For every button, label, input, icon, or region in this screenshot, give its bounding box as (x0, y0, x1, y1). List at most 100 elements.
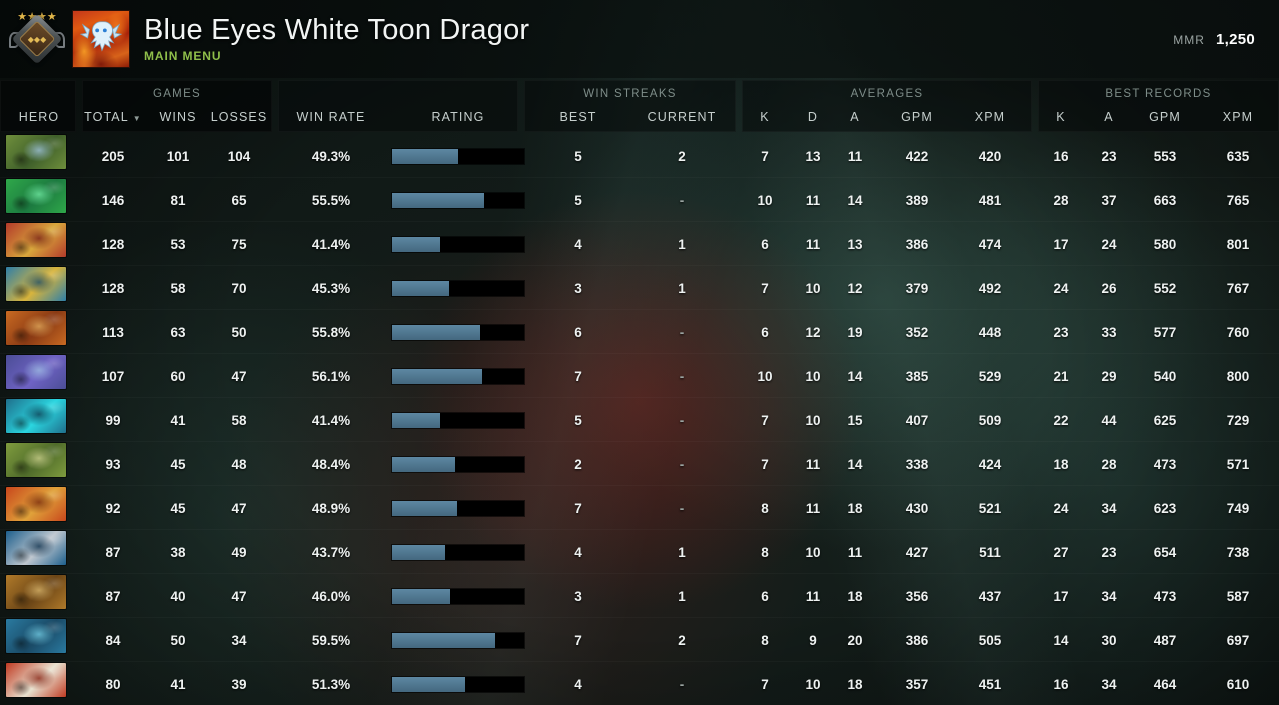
cell-losses: 50 (231, 324, 247, 340)
hero-portrait-bristleback[interactable] (6, 487, 66, 521)
cell-total: 92 (105, 500, 121, 516)
cell-avg_d: 11 (805, 192, 821, 208)
column-header-avg_d[interactable]: D (791, 106, 835, 128)
cell-streak_best: 5 (574, 192, 582, 208)
table-row[interactable]: 128 58 70 45.3% 3 1 7 10 12 379 492 24 26 552 767 (0, 266, 1279, 310)
column-header-best_gpm[interactable]: GPM (1133, 106, 1197, 128)
table-row[interactable]: 93 45 48 48.4% 2 - 7 11 14 338 424 18 28 473 571 (0, 442, 1279, 486)
hero-portrait-rubick[interactable] (6, 179, 66, 213)
cell-avg_k: 8 (761, 500, 769, 516)
rating-bar (392, 369, 524, 384)
main-menu-link[interactable]: MAIN MENU (144, 48, 222, 63)
cell-avg_xpm: 451 (978, 676, 1002, 692)
hero-portrait-sven[interactable] (6, 531, 66, 565)
column-header-best_a[interactable]: A (1087, 106, 1131, 128)
hero-portrait-vengeful-spirit[interactable] (6, 355, 66, 389)
hero-portrait-art (6, 135, 66, 169)
table-row[interactable]: 80 41 39 51.3% 4 - 7 10 18 357 451 16 34 464 610 (0, 662, 1279, 705)
column-header-streak_cur[interactable]: CURRENT (640, 106, 724, 128)
cell-wins: 60 (170, 368, 186, 384)
cell-best_a: 29 (1101, 368, 1117, 384)
hero-portrait-night-stalker[interactable] (6, 619, 66, 653)
blue-eyes-white-dragon-icon (79, 21, 123, 52)
rank-medal-icon[interactable]: ★★★★ ◆◆◆ (9, 10, 65, 68)
table-row[interactable]: 87 40 47 46.0% 3 1 6 11 18 356 437 17 34 473 587 (0, 574, 1279, 618)
column-header-wins[interactable]: WINS (150, 106, 206, 128)
table-row[interactable]: 84 50 34 59.5% 7 2 8 9 20 386 505 14 30 487 697 (0, 618, 1279, 662)
hero-portrait-natures-prophet[interactable] (6, 135, 66, 169)
table-row[interactable]: 146 81 65 55.5% 5 - 10 11 14 389 481 28 37 663 765 (0, 178, 1279, 222)
cell-streak_best: 3 (574, 280, 582, 296)
table-row[interactable]: 87 38 49 43.7% 4 1 8 10 11 427 511 27 23 654 738 (0, 530, 1279, 574)
cell-best_xpm: 571 (1226, 456, 1250, 472)
cell-best_k: 23 (1053, 324, 1069, 340)
cell-winrate: 56.1% (311, 368, 351, 384)
column-header-avg_a[interactable]: A (833, 106, 877, 128)
cell-losses: 48 (231, 456, 247, 472)
cell-best_xpm: 738 (1226, 544, 1250, 560)
column-header-avg_k[interactable]: K (742, 106, 788, 128)
hero-portrait-dazzle[interactable] (6, 267, 66, 301)
cell-winrate: 41.4% (311, 236, 351, 252)
cell-winrate: 55.5% (311, 192, 351, 208)
cell-avg_k: 7 (761, 148, 769, 164)
table-row[interactable]: 99 41 58 41.4% 5 - 7 10 15 407 509 22 44 625 729 (0, 398, 1279, 442)
column-header-label-streak_cur: CURRENT (647, 110, 717, 124)
cell-wins: 45 (170, 456, 186, 472)
column-header-avg_gpm[interactable]: GPM (885, 106, 949, 128)
table-row[interactable]: 107 60 47 56.1% 7 - 10 10 14 385 529 21 29 540 800 (0, 354, 1279, 398)
hero-portrait-pudge[interactable] (6, 443, 66, 477)
cell-best_xpm: 801 (1226, 236, 1250, 252)
rating-bar (392, 413, 524, 428)
hero-portrait-omniknight[interactable] (6, 663, 66, 697)
hero-portrait-warlock[interactable] (6, 311, 66, 345)
column-header-streak_best[interactable]: BEST (545, 106, 611, 128)
cell-losses: 34 (231, 632, 247, 648)
cell-avg_a: 18 (847, 588, 863, 604)
header-group-title-streaks: WIN STREAKS (583, 88, 677, 100)
hero-portrait-earth-spirit[interactable] (6, 575, 66, 609)
column-header-avg_xpm[interactable]: XPM (958, 106, 1022, 128)
column-header-losses[interactable]: LOSSES (206, 106, 272, 128)
cell-total: 87 (105, 588, 121, 604)
avatar[interactable] (72, 10, 130, 68)
cell-total: 113 (102, 324, 124, 340)
column-header-best_xpm[interactable]: XPM (1206, 106, 1270, 128)
cell-losses: 39 (231, 676, 247, 692)
table-header-groups: GAMES WIN STREAKS AVERAGES BEST RECORDS HERO… (0, 78, 1279, 134)
cell-losses: 75 (231, 236, 247, 252)
hero-portrait-legion-commander[interactable] (6, 223, 66, 257)
column-header-winrate[interactable]: WIN RATE (288, 106, 374, 128)
hero-portrait-storm-spirit[interactable] (6, 399, 66, 433)
table-row[interactable]: 128 53 75 41.4% 4 1 6 11 13 386 474 17 24 580 801 (0, 222, 1279, 266)
cell-total: 99 (105, 412, 121, 428)
table-row[interactable]: 113 63 50 55.8% 6 - 6 12 19 352 448 23 33 577 760 (0, 310, 1279, 354)
column-header-best_k[interactable]: K (1038, 106, 1084, 128)
cell-best_k: 24 (1053, 280, 1069, 296)
rating-bar (392, 501, 524, 516)
cell-avg_k: 8 (761, 544, 769, 560)
cell-best_xpm: 697 (1226, 632, 1250, 648)
table-row[interactable]: 92 45 47 48.9% 7 - 8 11 18 430 521 24 34 623 749 (0, 486, 1279, 530)
hero-portrait-art (6, 223, 66, 257)
cell-avg_gpm: 407 (905, 412, 929, 428)
table-row[interactable]: 205 101 104 49.3% 5 2 7 13 11 422 420 16 23 553 635 (0, 134, 1279, 178)
hero-portrait-art (6, 619, 66, 653)
column-header-rating[interactable]: RATING (390, 106, 526, 128)
cell-total: 146 (101, 192, 125, 208)
cell-best_xpm: 729 (1226, 412, 1250, 428)
cell-losses: 47 (231, 500, 247, 516)
cell-streak_best: 7 (574, 368, 582, 384)
rating-bar (392, 325, 524, 340)
column-header-total[interactable]: TOTAL ▼ (82, 106, 144, 128)
cell-avg_xpm: 521 (978, 500, 1002, 516)
cell-total: 93 (105, 456, 121, 472)
cell-best_gpm: 577 (1153, 324, 1177, 340)
chevron-down-icon[interactable]: ▼ (132, 113, 142, 123)
cell-best_a: 23 (1101, 148, 1117, 164)
hero-portrait-art (6, 355, 66, 389)
cell-winrate: 41.4% (311, 412, 351, 428)
column-header-hero[interactable]: HERO (8, 106, 70, 128)
cell-best_gpm: 464 (1153, 676, 1177, 692)
column-header-label-best_a: A (1104, 110, 1114, 124)
